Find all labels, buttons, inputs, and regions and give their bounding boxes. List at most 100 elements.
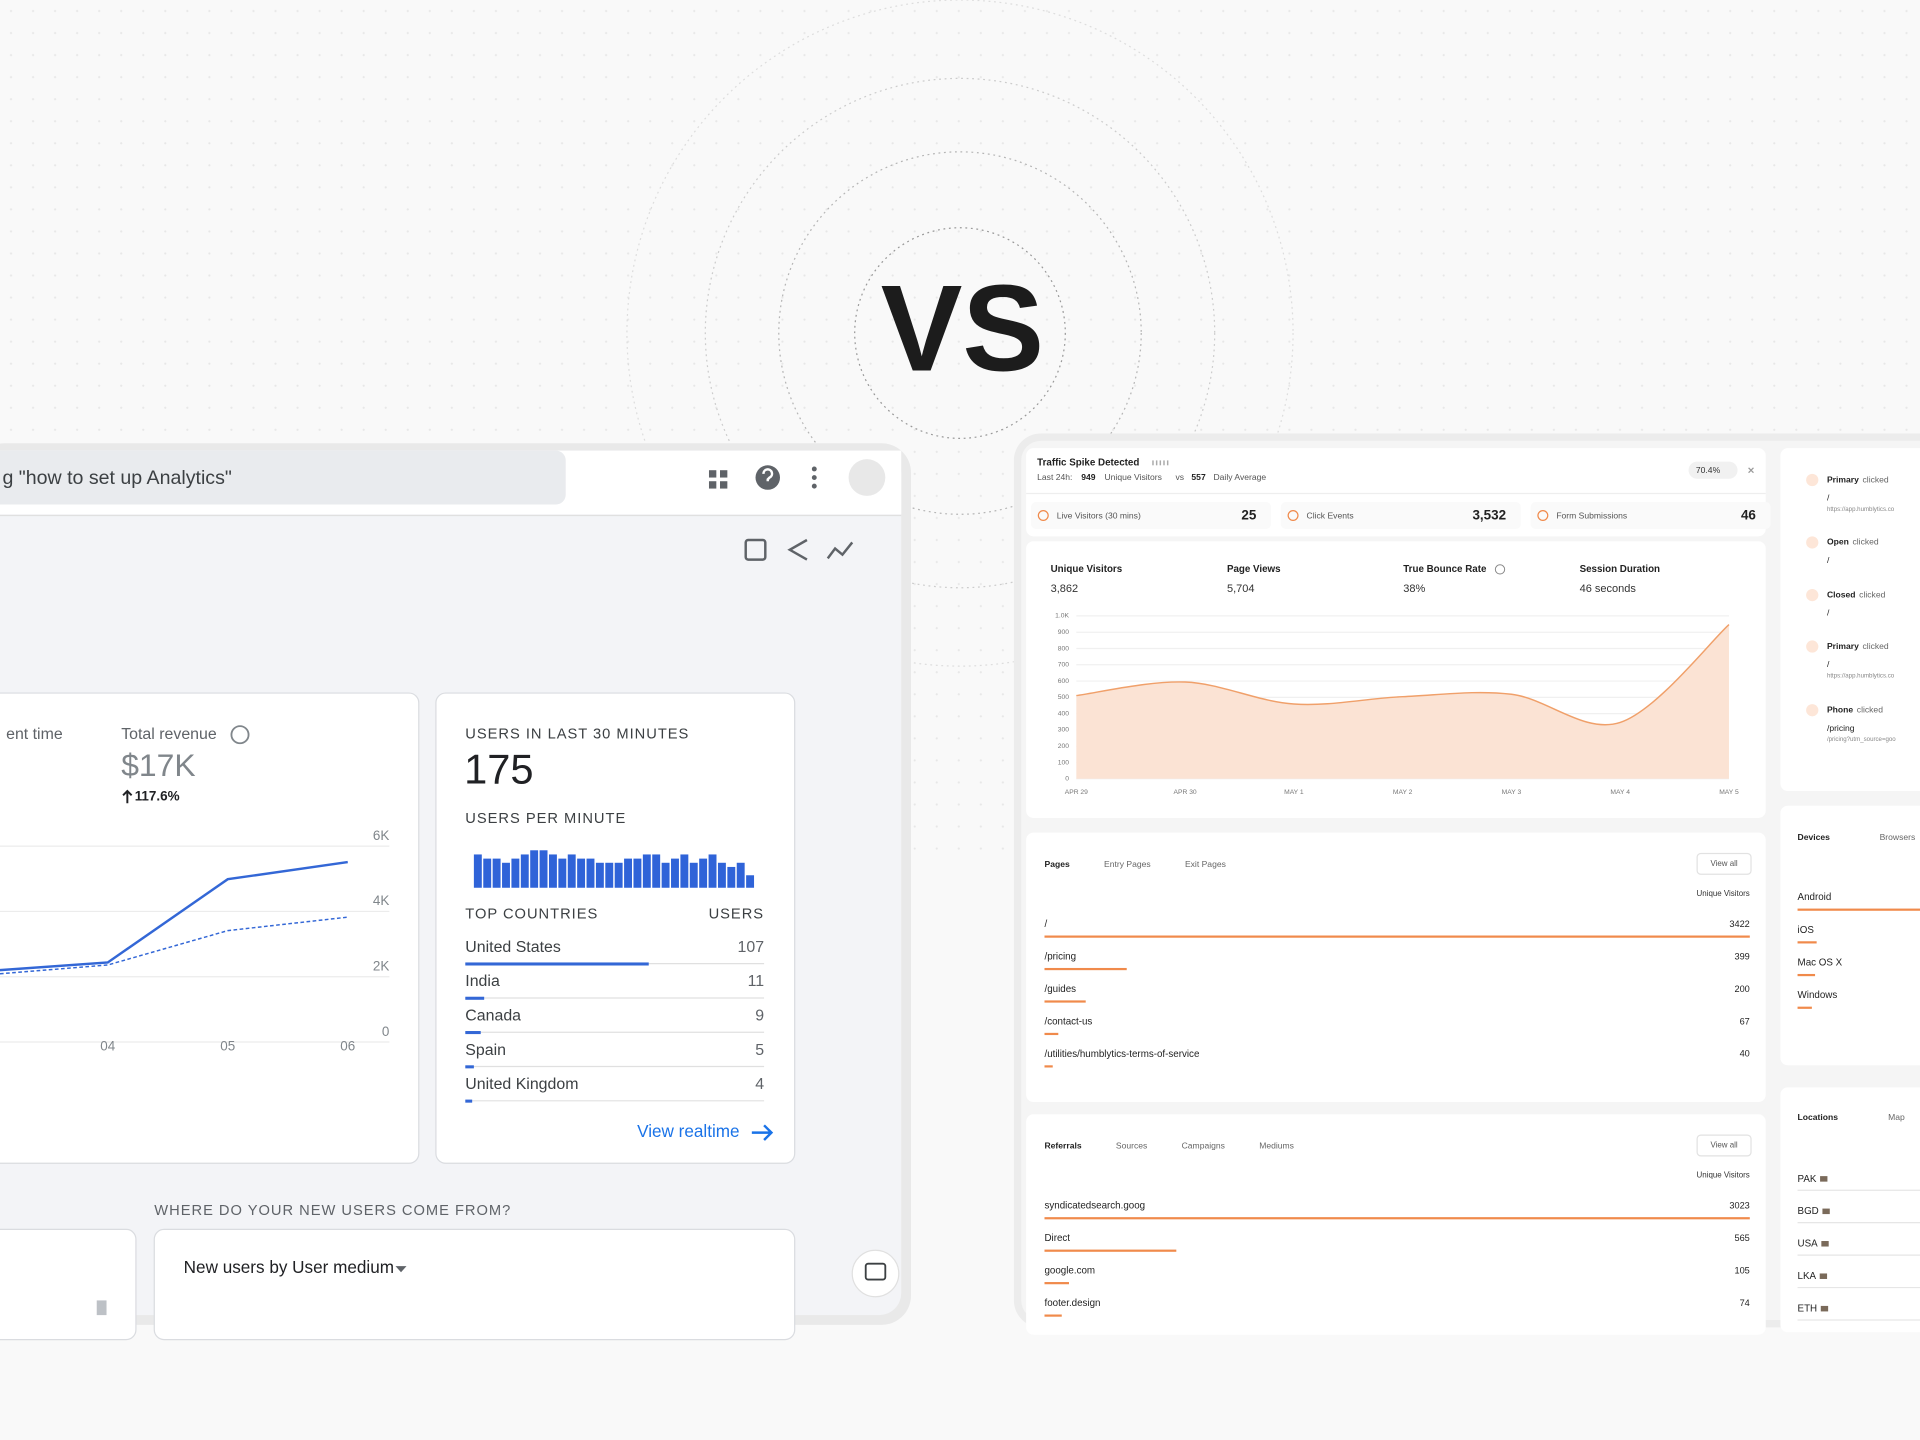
- summary-value: 38%: [1403, 583, 1425, 595]
- country-users: 107: [738, 939, 765, 956]
- help-mark: [762, 468, 774, 482]
- minute-bar: [558, 858, 567, 888]
- tab[interactable]: Referrals: [1044, 1140, 1081, 1150]
- metric-value: $17K: [121, 747, 195, 783]
- view-all[interactable]: View all: [1710, 859, 1737, 868]
- summary-label: Unique Visitors: [1051, 564, 1123, 575]
- dropdown-icon: [395, 1266, 407, 1273]
- live-label: Form Submissions: [1556, 510, 1627, 520]
- activity-icon: [1806, 704, 1819, 717]
- x-tick-label: MAY 3: [1502, 789, 1522, 796]
- country-name: Spain: [465, 1042, 506, 1059]
- country-bar: [465, 962, 649, 966]
- help-icon: [755, 465, 780, 490]
- country-users: 4: [755, 1076, 764, 1093]
- view-all-button: [1696, 852, 1752, 875]
- y-tick-label: 2K: [373, 959, 389, 974]
- country-bar: [465, 1099, 473, 1103]
- minute-bar: [746, 875, 755, 888]
- pulse-icon: [1152, 460, 1154, 466]
- tab[interactable]: Mediums: [1259, 1140, 1294, 1150]
- minute-bar: [520, 854, 529, 888]
- minute-bar: [624, 858, 632, 888]
- table-header: USERS: [709, 907, 765, 923]
- location-label: LKA: [1798, 1271, 1817, 1282]
- view-all[interactable]: View all: [1710, 1141, 1737, 1150]
- tab[interactable]: Exit Pages: [1185, 859, 1226, 869]
- country-users: 11: [748, 973, 765, 990]
- minute-bar: [548, 854, 557, 888]
- activity-action: Closed: [1827, 589, 1856, 599]
- row-bar: [1044, 1249, 1177, 1252]
- flag-icon: [1820, 1305, 1829, 1312]
- row-label: /guides: [1044, 984, 1076, 995]
- country-bar: [465, 996, 485, 1000]
- minute-bar: [708, 854, 717, 888]
- alert-detail: Daily Average: [1213, 472, 1266, 482]
- tab[interactable]: Campaigns: [1182, 1140, 1225, 1150]
- minute-bar: [577, 858, 586, 888]
- live-stat: [1031, 502, 1272, 529]
- activity-path: /: [1827, 659, 1830, 669]
- country-bar: [465, 1031, 481, 1035]
- tab[interactable]: Browsers: [1880, 832, 1916, 842]
- feedback-icon: [864, 1262, 887, 1281]
- row-value: 565: [1734, 1233, 1749, 1243]
- card: [1780, 805, 1920, 1066]
- tab[interactable]: Devices: [1798, 832, 1831, 842]
- device-bar: [1797, 973, 1816, 977]
- flag-icon: [1821, 1241, 1829, 1247]
- y-tick-label: 600: [1058, 678, 1069, 685]
- minute-bar: [717, 862, 726, 888]
- info-icon: [1494, 564, 1506, 575]
- alert-detail: vs: [1176, 472, 1185, 482]
- apps-icon: [720, 470, 728, 478]
- device-bar: [1797, 1006, 1812, 1009]
- minute-bar: [614, 862, 623, 888]
- flag-icon: [1819, 1273, 1828, 1279]
- tab[interactable]: Pages: [1044, 859, 1069, 869]
- alert-title: Traffic Spike Detected: [1037, 457, 1139, 468]
- row-label: footer.design: [1044, 1298, 1100, 1309]
- activity-action: Primary: [1827, 474, 1859, 484]
- alert-detail: Unique Visitors: [1104, 472, 1161, 482]
- activity-verb: clicked: [1857, 704, 1883, 714]
- tab[interactable]: Map: [1888, 1112, 1905, 1122]
- help-icon: [230, 725, 250, 745]
- arrow-icon: [751, 1124, 774, 1141]
- minute-bar: [539, 850, 548, 888]
- country-users: 9: [755, 1008, 764, 1025]
- minute-bar: [511, 858, 520, 888]
- device-label: Windows: [1798, 990, 1838, 1001]
- minute-bar: [492, 858, 501, 888]
- country-name: India: [465, 973, 500, 990]
- row-bar: [1044, 935, 1750, 938]
- activity-action: Primary: [1827, 641, 1859, 651]
- device-label: Android: [1798, 892, 1832, 903]
- flag-icon: [1822, 1208, 1830, 1215]
- row-value: 3422: [1729, 919, 1749, 929]
- activity-action: Phone: [1827, 704, 1853, 714]
- activity-icon: [1806, 640, 1819, 653]
- summary-value: 3,862: [1051, 583, 1079, 595]
- summary-label: Page Views: [1227, 564, 1281, 575]
- device-bar: [1797, 908, 1920, 911]
- metric-label: ent time: [6, 726, 63, 743]
- row-value: 399: [1734, 951, 1749, 961]
- view-realtime-link[interactable]: View realtime: [637, 1121, 739, 1141]
- location-label: BGD: [1798, 1206, 1819, 1217]
- location-label: ETH: [1798, 1304, 1818, 1315]
- pulse-icon: [1155, 460, 1158, 466]
- location-label: USA: [1798, 1239, 1819, 1250]
- tab[interactable]: Entry Pages: [1104, 859, 1151, 869]
- y-tick-label: 100: [1058, 759, 1069, 766]
- tab[interactable]: Sources: [1116, 1140, 1147, 1150]
- card-title[interactable]: New users by User medium: [184, 1257, 394, 1277]
- ring: [854, 227, 1066, 439]
- mini-bar: [96, 1300, 107, 1316]
- live-label: Click Events: [1307, 510, 1354, 520]
- tab[interactable]: Locations: [1798, 1112, 1839, 1122]
- y-tick-label: 1.0K: [1055, 613, 1069, 620]
- minute-bar: [502, 862, 510, 888]
